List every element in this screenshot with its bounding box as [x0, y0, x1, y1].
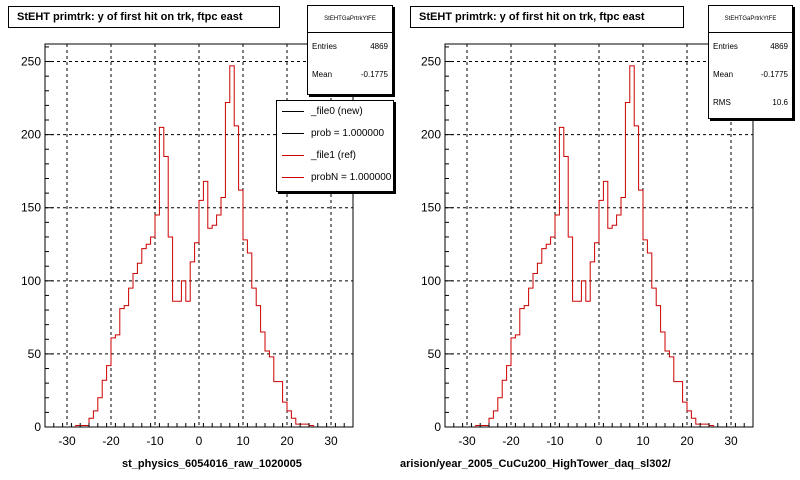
legend-entry-ref: _file1 (ref): [277, 145, 393, 167]
left-histogram-plot: -30 -20 -10 0 10 20 30 0 50 100 150 200 250: [21, 43, 354, 448]
legend-entry-probn: probN = 1.000000: [277, 167, 393, 189]
right-chart-panel: -30 -20 -10 0 10 20 30 0 50 100 150 200 250 StEHT pr…: [400, 0, 800, 480]
x-tick-label: 20: [680, 434, 694, 448]
stats-value: 10.6: [772, 98, 788, 107]
legend-label: _file1 (ref): [311, 150, 357, 161]
stats-key: Entries: [713, 42, 738, 51]
legend-entry-prob: prob = 1.000000: [277, 123, 393, 145]
stats-key: Entries: [312, 42, 337, 51]
right-stats-box: StEHTGaPrtrkYtFE Entries 4869 Mean -0.17…: [708, 5, 793, 119]
y-tick-label: 200: [21, 128, 41, 142]
stats-row-rms: RMS 10.6: [709, 89, 792, 117]
plot-frame: [44, 43, 354, 428]
y-tick-label: 100: [421, 274, 441, 288]
left-legend: _file0 (new) prob = 1.000000 _file1 (ref…: [276, 100, 394, 192]
histogram-line: [75, 65, 314, 427]
x-tick-label: -20: [102, 434, 120, 448]
y-tick-label: 50: [28, 347, 42, 361]
x-tick-label: -10: [546, 434, 564, 448]
stats-key: Mean: [312, 70, 333, 79]
stats-value: 4869: [770, 42, 788, 51]
x-tick-label: 10: [236, 434, 250, 448]
stats-value: -0.1775: [760, 70, 788, 79]
stats-name: StEHTGaPrtrkYtFE: [709, 6, 792, 33]
right-x-axis-label: arision/year_2005_CuCu200_HighTower_daq_…: [400, 458, 671, 470]
stats-value: -0.1775: [360, 70, 388, 79]
left-chart-title: StEHT primtrk: y of first hit on trk, ft…: [8, 6, 280, 28]
x-tick-label: -10: [146, 434, 164, 448]
legend-entry-new: _file0 (new): [277, 101, 393, 123]
y-tick-label: 250: [421, 55, 441, 69]
legend-label: _file0 (new): [311, 106, 363, 117]
x-tick-label: 10: [636, 434, 650, 448]
legend-label: prob = 1.000000: [311, 128, 385, 139]
x-tick-label: 30: [724, 434, 738, 448]
left-stats-box: StEHTGaPrtrkYtFE Entries 4869 Mean -0.17…: [307, 5, 393, 95]
x-tick-label: 20: [280, 434, 294, 448]
y-tick-label: 150: [21, 201, 41, 215]
left-chart-panel: -30 -20 -10 0 10 20 30 0 50 100 150 200 250 StEHT pr…: [8, 5, 394, 470]
y-tick-label: 250: [21, 55, 41, 69]
right-histogram-plot: -30 -20 -10 0 10 20 30 0 50 100 150 200 250: [421, 43, 754, 448]
stats-key: Mean: [713, 70, 734, 79]
x-tick-label: 0: [596, 434, 603, 448]
right-chart-title: StEHT primtrk: y of first hit on trk, ft…: [410, 6, 684, 28]
legend-swatch: [282, 155, 304, 156]
legend-swatch: [282, 133, 304, 134]
y-tick-label: 200: [421, 128, 441, 142]
x-tick-label: 0: [196, 434, 203, 448]
legend-swatch: [282, 111, 304, 112]
stats-row-entries: Entries 4869: [308, 33, 392, 61]
stats-value: 4869: [370, 42, 388, 51]
stats-key: RMS: [713, 98, 731, 107]
x-tick-label: 30: [324, 434, 338, 448]
x-tick-label: -30: [458, 434, 476, 448]
y-tick-label: 0: [34, 420, 41, 434]
left-x-axis-label: st_physics_6054016_raw_1020005: [122, 458, 302, 470]
stats-row-mean: Mean -0.1775: [709, 61, 792, 89]
stats-name: StEHTGaPrtrkYtFE: [308, 6, 392, 33]
y-tick-label: 0: [434, 420, 441, 434]
x-tick-label: -30: [58, 434, 76, 448]
histogram-line: [475, 65, 714, 427]
x-tick-label: -20: [502, 434, 520, 448]
y-tick-label: 150: [421, 201, 441, 215]
legend-label: probN = 1.000000: [311, 172, 392, 183]
y-tick-label: 100: [21, 274, 41, 288]
stats-row-entries: Entries 4869: [709, 33, 792, 61]
stats-row-mean: Mean -0.1775: [308, 61, 392, 89]
legend-swatch: [282, 177, 304, 178]
y-tick-label: 50: [428, 347, 442, 361]
plot-frame: [444, 43, 754, 428]
